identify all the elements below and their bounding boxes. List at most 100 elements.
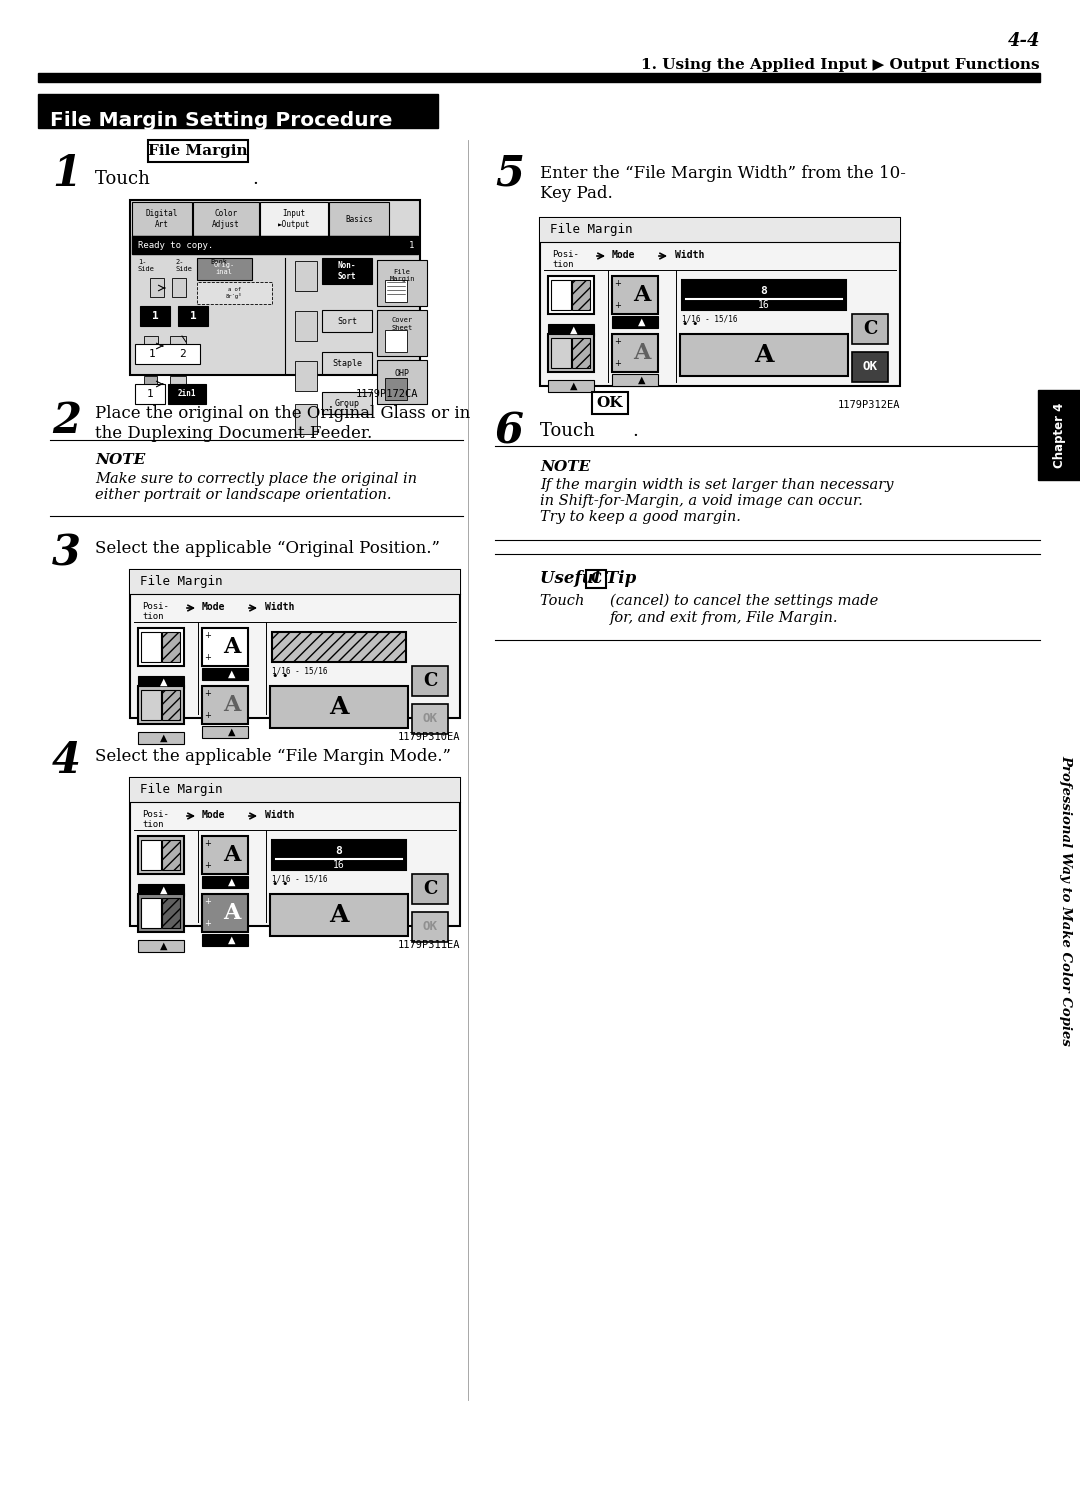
Text: • •: • • [272,671,288,682]
Bar [135,345,200,364]
Text: ▲: ▲ [570,382,578,391]
Bar [572,339,590,368]
Text: A: A [633,342,650,364]
Text: Professional Way to Make Color Copies: Professional Way to Make Color Copies [1059,754,1072,1045]
Bar [1038,391,1080,480]
Text: .: . [632,422,638,440]
Text: Touch: Touch [540,422,600,440]
Text: Digital
Art: Digital Art [146,209,178,229]
Text: +: + [615,279,621,288]
Text: 1: 1 [52,153,81,195]
Text: 1: 1 [147,389,153,399]
Bar [202,934,248,946]
Text: a of
8r´g³: a of 8r´g³ [226,287,242,298]
Bar [132,236,418,254]
Text: Cover
Sheet: Cover Sheet [391,318,413,331]
Text: Place the original on the Original Glass or in
the Duplexing Document Feeder.: Place the original on the Original Glass… [95,405,470,441]
Text: Mode: Mode [202,601,226,612]
Bar [384,379,407,399]
Text: File
Margin: File Margin [389,269,415,282]
Text: OK: OK [422,713,437,726]
Text: 2-
Side: 2- Side [175,258,192,272]
Bar [572,281,590,310]
Text: ▲: ▲ [228,728,235,737]
Text: File Margin: File Margin [140,576,222,588]
Text: Color
Adjust: Color Adjust [212,209,240,229]
Text: File Margin: File Margin [550,224,633,236]
Text: A: A [754,343,773,367]
Bar [138,884,184,895]
Bar [384,330,407,352]
Bar [540,218,900,242]
Bar [270,894,408,936]
Bar [162,691,180,720]
Bar [202,894,248,933]
Text: Input
►Output: Input ►Output [278,209,310,229]
Text: 1. Using the Applied Input ▶ Output Functions: 1. Using the Applied Input ▶ Output Func… [642,58,1040,71]
Text: 1/16 - 15/16: 1/16 - 15/16 [272,875,327,884]
Bar [144,376,157,394]
Bar [130,570,460,719]
Bar [295,361,318,391]
Text: 8: 8 [336,845,342,855]
Bar [377,359,427,404]
Bar [612,374,658,386]
Text: OK: OK [597,396,623,410]
Text: Book: Book [210,258,227,264]
Text: ▲: ▲ [228,878,235,887]
Bar [141,691,161,720]
Text: 2: 2 [52,399,81,443]
Text: 5: 5 [495,153,524,195]
Text: Make sure to correctly place the original in
either portrait or landscape orient: Make sure to correctly place the origina… [95,472,417,502]
Text: 1-
Side: 1- Side [138,258,156,272]
Text: OK: OK [422,921,437,934]
Text: Width: Width [265,809,295,820]
Bar [138,940,184,952]
Bar [202,876,248,888]
Text: ▲: ▲ [228,670,235,679]
Text: ▲: ▲ [638,316,646,327]
Bar [411,665,448,696]
Text: 1/16 - 15/16: 1/16 - 15/16 [272,665,327,676]
Text: Staple: Staple [332,358,362,367]
Bar [852,313,888,345]
Bar [411,704,448,734]
Text: +: + [615,301,621,310]
Text: ▲: ▲ [160,734,167,742]
Text: ▲: ▲ [160,941,167,950]
Text: Touch: Touch [540,594,589,607]
Text: 3: 3 [52,532,81,575]
Bar [130,778,460,927]
Text: +: + [615,359,621,368]
Bar [548,324,594,336]
Text: 1: 1 [149,349,156,359]
Text: 16: 16 [758,300,770,309]
Bar [162,841,180,870]
Bar [162,898,180,928]
Text: ▲: ▲ [160,885,167,895]
Bar [551,339,571,368]
Text: Posi-
tion: Posi- tion [141,809,168,830]
Text: A: A [224,843,241,866]
Bar [162,633,180,662]
Text: +: + [204,711,211,720]
Bar [548,334,594,373]
Text: Basics: Basics [346,214,373,224]
Bar [170,336,186,353]
Bar [852,352,888,382]
Text: 1179P172CA: 1179P172CA [355,389,418,399]
Bar [377,310,427,356]
Text: 1179P310EA: 1179P310EA [397,732,460,742]
Bar [138,836,184,875]
Text: A: A [224,901,241,924]
Bar [197,282,272,304]
Bar [168,385,206,404]
Text: +: + [204,689,211,698]
Bar [272,633,406,662]
Bar [138,686,184,725]
Bar [138,676,184,688]
Text: .: . [252,169,258,189]
Bar [295,310,318,342]
Text: C: C [863,319,877,339]
Text: 6: 6 [495,410,524,451]
